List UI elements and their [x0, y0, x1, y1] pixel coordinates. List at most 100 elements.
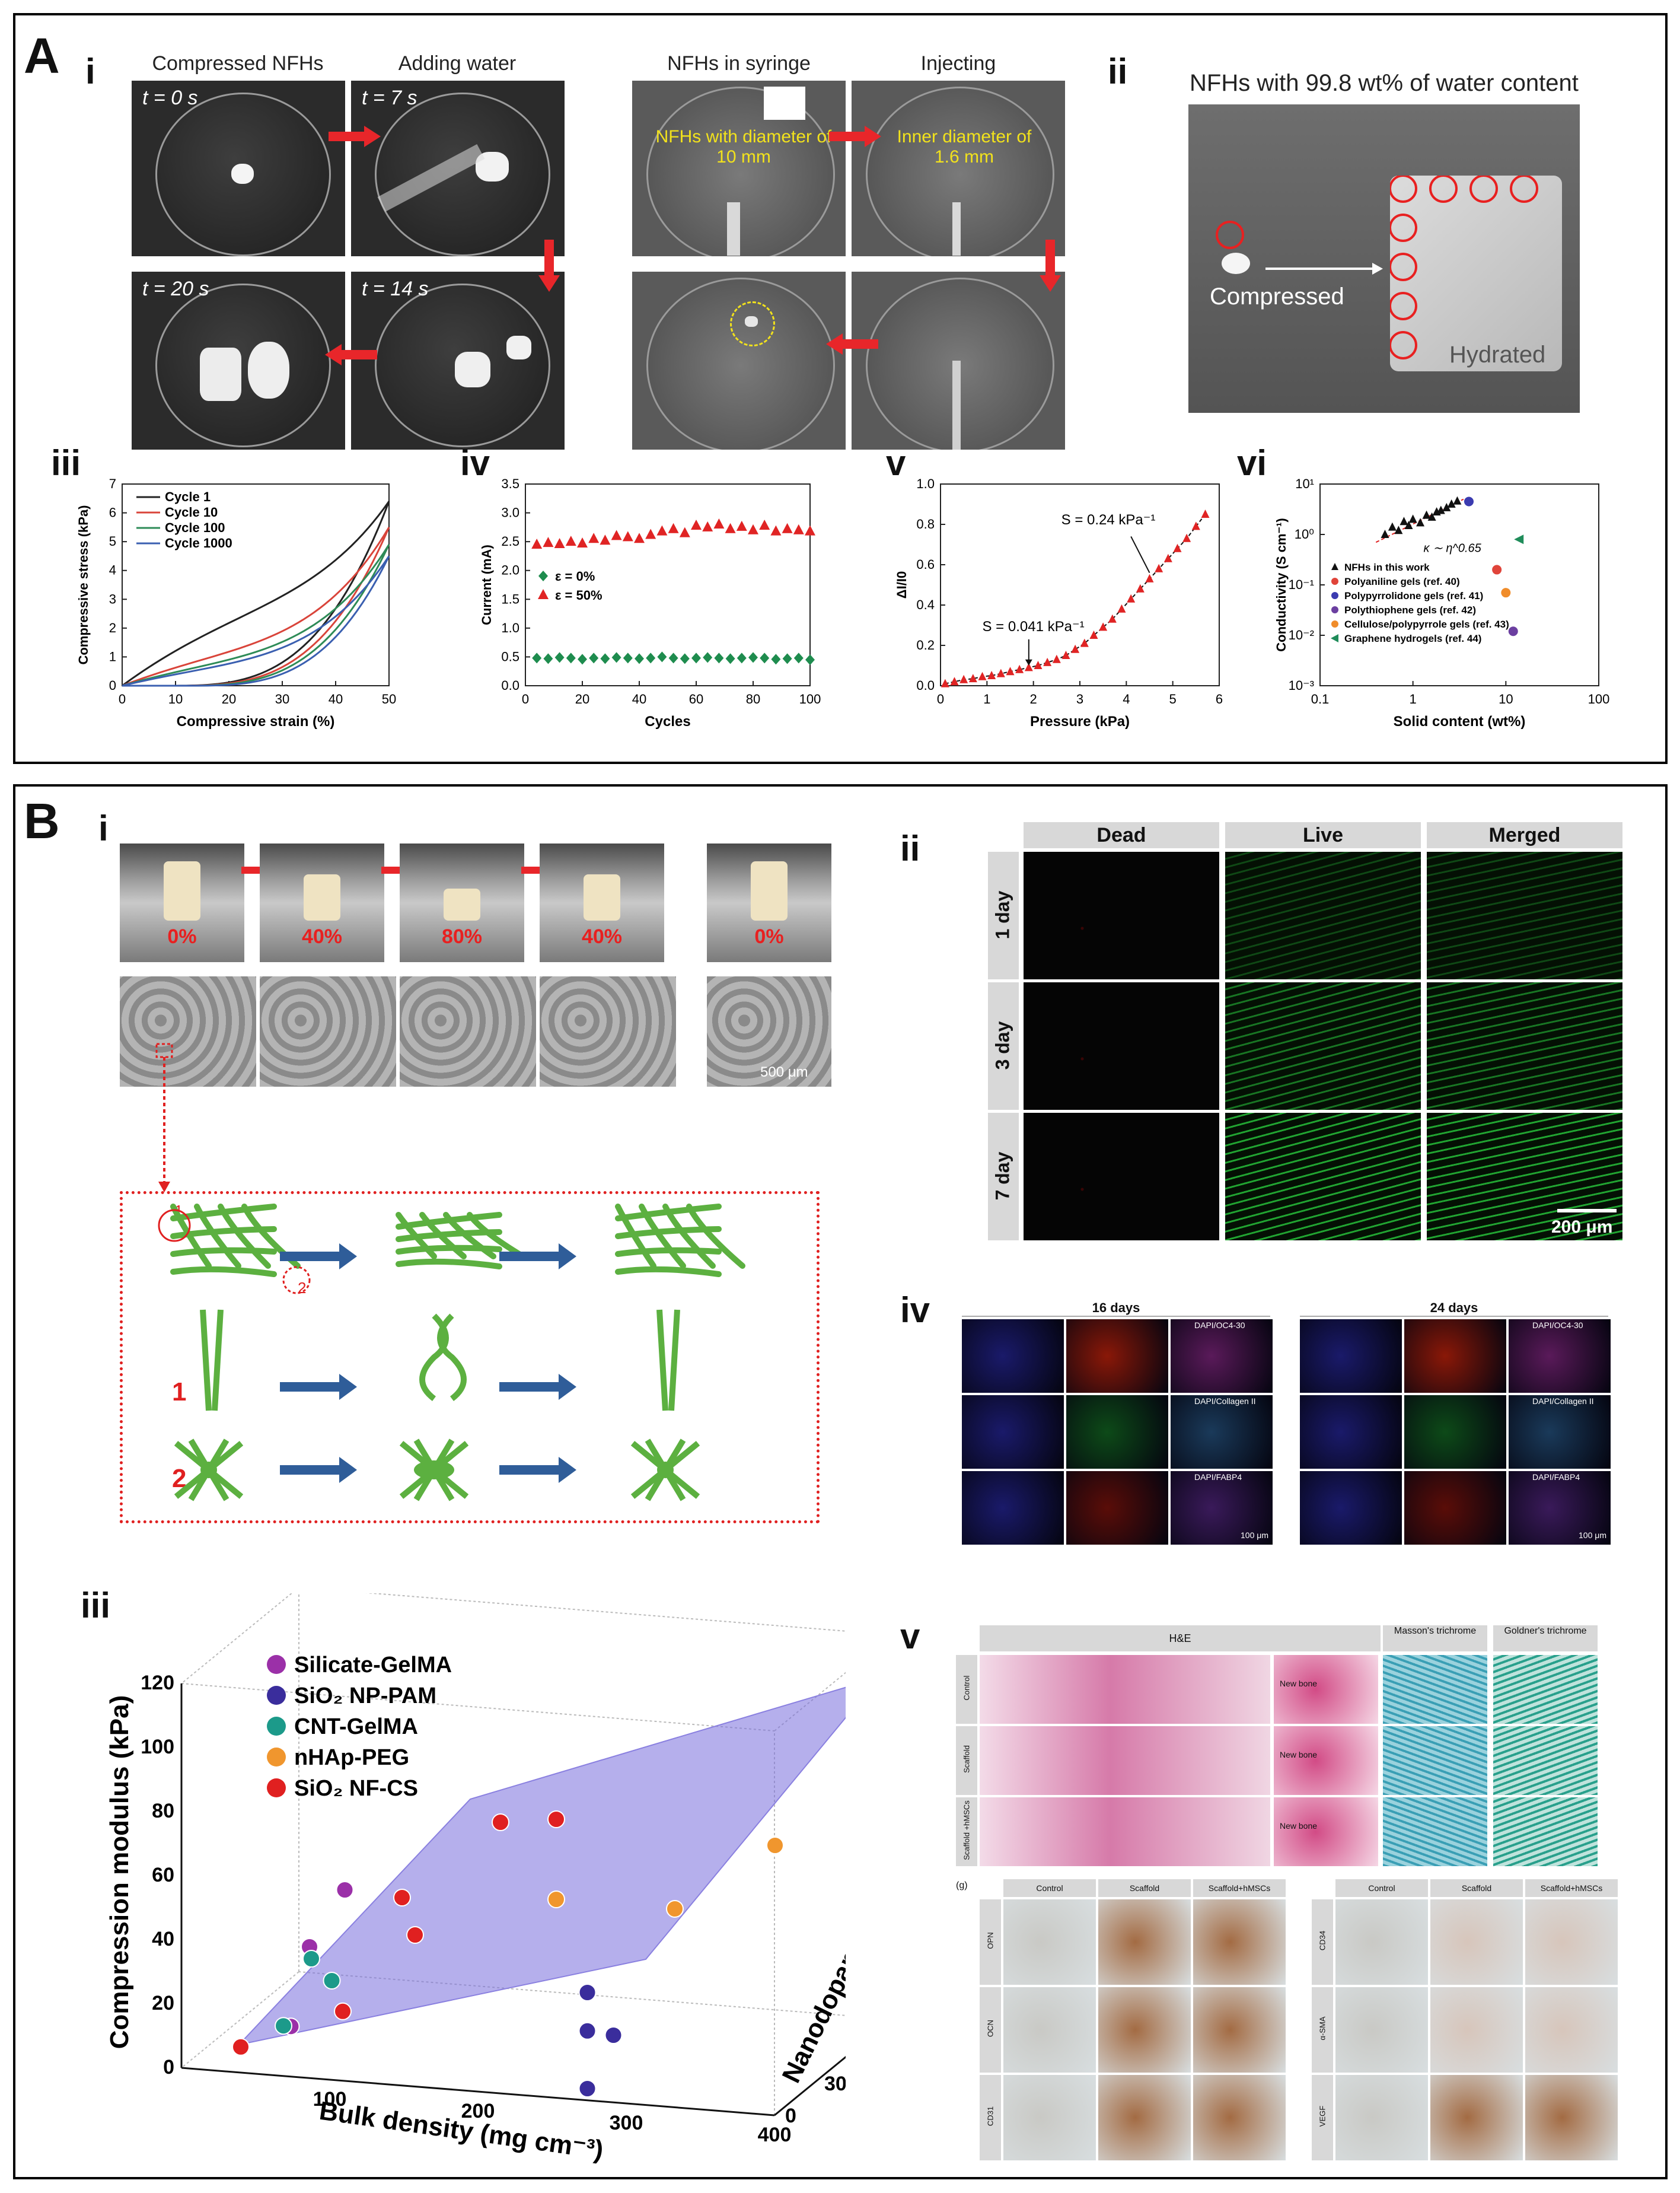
chart-conductivity: 0.1 1 10 100 10⁻³ 10⁻² 10⁻¹ 10⁰ 10¹ Solid content… [1274, 476, 1609, 730]
scale-bar [1557, 1209, 1617, 1212]
y-tick-label: 20 [152, 1992, 174, 2014]
data-point [766, 1836, 784, 1854]
row-header: Scaffold +hMSCs [956, 1797, 977, 1866]
ihc-row-label: VEGF [1318, 2105, 1327, 2127]
data-point [771, 654, 781, 665]
legend-marker [267, 1778, 286, 1797]
data-point [589, 653, 599, 664]
ihc-image [1003, 1899, 1096, 1985]
x-tick-label: 20 [222, 692, 236, 706]
red-circle-grid [1390, 176, 1538, 359]
panel-a-vi-label: vi [1237, 443, 1267, 483]
column-header: Merged [1427, 822, 1622, 848]
panel-b: B i 0% 40% 80% 40% 0% 500 μm 1 2 1 2 iii 100… [13, 784, 1668, 2179]
blue-arrow-head [339, 1374, 357, 1400]
data-point [1034, 661, 1043, 669]
y-tick-label: 10¹ [1295, 476, 1314, 491]
data-point [759, 519, 770, 530]
annotation-low: S = 0.041 kPa⁻¹ [983, 619, 1085, 635]
title-adding-water: Adding water [398, 52, 517, 75]
legend-marker [1331, 620, 1338, 628]
sem-image [400, 976, 536, 1087]
data-point [1099, 622, 1108, 631]
data-point [736, 520, 747, 531]
row-header: 3 day [988, 982, 1019, 1110]
y-axis-label: Compressive stress (kPa) [76, 505, 91, 664]
data-point [1508, 626, 1518, 636]
compression-photo: 0% [707, 844, 831, 962]
new-bone-label: New bone [1280, 1679, 1318, 1688]
data-point [1422, 510, 1431, 519]
sem-image [120, 976, 256, 1087]
data-point [600, 534, 611, 545]
row-header-label: Scaffold [962, 1745, 971, 1773]
data-point [725, 523, 736, 533]
blue-arrow-body [280, 1252, 339, 1261]
data-point [336, 1881, 354, 1899]
y-tick-label: 10⁻² [1289, 628, 1314, 642]
data-point [232, 2038, 250, 2056]
fluorescence-image [962, 1471, 1064, 1545]
data-point [656, 525, 668, 536]
compression-photo: 80% [400, 844, 524, 962]
y-tick-label: 0 [109, 678, 116, 693]
microscopy-cell [1225, 982, 1421, 1110]
x-axis-line [181, 2067, 775, 2116]
microscopy-cell [1427, 1113, 1622, 1240]
x-tick-label: 100 [799, 692, 821, 706]
legend-label: Cellulose/polypyrrole gels (ref. 43) [1344, 619, 1509, 630]
immunofluorescence-grid: 16 days DAPI/OC4-30 DAPI/Collagen II DAPI/F… [944, 1300, 1626, 1549]
data-point [393, 1889, 411, 1906]
data-point [1173, 543, 1182, 552]
dashed-circle [730, 301, 775, 346]
stain-label: DAPI/Collagen II [1532, 1396, 1594, 1406]
row-header-label: 3 day [992, 1021, 1013, 1070]
data-point [323, 1972, 341, 1990]
panel-a-label: A [24, 28, 60, 84]
blue-arrow-head [559, 1243, 576, 1269]
data-point [611, 530, 622, 540]
sem-image [540, 976, 676, 1087]
data-point [565, 536, 576, 546]
y-tick-label: 0.6 [916, 557, 935, 572]
y-tick-label: 0.8 [916, 517, 935, 531]
needle [952, 202, 961, 256]
red-arrow-down [1038, 240, 1062, 296]
data-point [941, 679, 949, 687]
red-arrow-left [825, 332, 878, 359]
column-header: Live [1225, 822, 1421, 848]
legend-label: Cycle 100 [165, 520, 225, 535]
y-tick-label: 1.0 [916, 476, 935, 491]
sample-cylinder [751, 861, 788, 921]
data-point [623, 653, 633, 664]
time-label: t = 7 s [362, 87, 417, 109]
petri-dish [155, 284, 331, 447]
fluorescence-image [1509, 1319, 1611, 1393]
data-point [668, 653, 678, 664]
data-point [406, 1926, 424, 1944]
data-point [604, 2026, 623, 2044]
data-point [1191, 521, 1200, 530]
panel-b-iii-label: iii [81, 1586, 111, 1625]
x-tick-label: 60 [689, 692, 703, 706]
ihc-image [1430, 2075, 1523, 2160]
x-tick-label: 2 [1030, 692, 1037, 706]
ihc-column-header: Scaffold [1430, 1879, 1523, 1897]
y-tick-label: 1.5 [501, 591, 519, 606]
y-tick-label: 4 [109, 563, 116, 578]
chart-pressure-sensitivity: 0 1 2 3 4 5 6 0.0 0.2 0.4 0.6 0.8 1.0 Pressure (kPa) Δ… [894, 476, 1223, 730]
z-tick-label: 0 [785, 2105, 796, 2127]
compressed-circle [1216, 221, 1244, 249]
x-axis-label: Solid content (wt%) [1394, 714, 1526, 730]
fluorescence-image [1404, 1395, 1506, 1469]
sem-image [707, 976, 831, 1087]
row-header-label: 1 day [992, 890, 1013, 939]
data-point [691, 653, 701, 664]
data-point [634, 533, 645, 543]
ihc-image [1098, 1899, 1191, 1985]
data-point [1043, 657, 1052, 666]
sample-cylinder [584, 874, 620, 921]
data-point [1006, 667, 1015, 676]
microscopy-cell [1427, 982, 1622, 1110]
panel-b-ii-label: ii [900, 829, 920, 868]
